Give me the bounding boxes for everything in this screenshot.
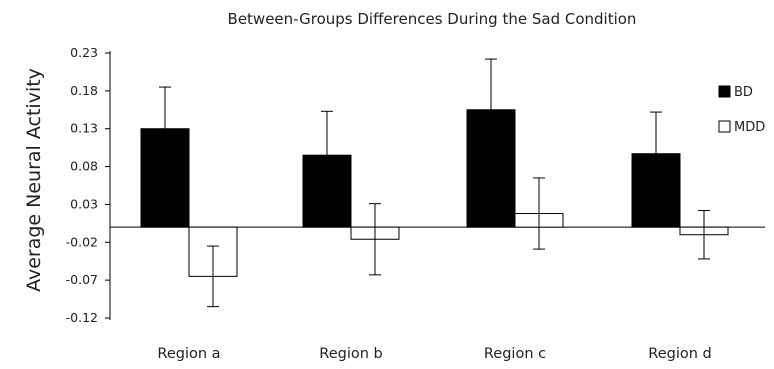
y-tick-label: -0.07 [66,272,98,287]
x-tick-labels: Region a Region b Region c Region d [157,346,711,362]
y-tick-label: 0.08 [70,159,98,174]
y-tick-label: 0.18 [70,83,98,98]
y-tick-label: 0.03 [70,196,98,211]
y-tick-label: 0.13 [70,121,98,136]
y-axis-label: Average Neural Activity [23,68,45,292]
x-tick-label: Region b [319,346,382,362]
y-tick-label: 0.23 [70,45,98,60]
x-tick-label: Region d [648,346,711,362]
x-tick-label: Region a [157,346,220,362]
x-tick-label: Region c [484,346,546,362]
legend-swatch-mdd [718,120,731,133]
legend-label-bd: BD [734,85,753,100]
legend: BD MDD [718,85,765,135]
chart-title: Between-Groups Differences During the Sa… [228,10,637,28]
bars [140,109,729,277]
legend-swatch-bd [718,85,731,98]
legend-label-mdd: MDD [734,120,765,135]
error-bars [159,58,710,308]
y-tick-label: -0.12 [66,310,98,325]
y-tick-label: -0.02 [66,234,98,249]
